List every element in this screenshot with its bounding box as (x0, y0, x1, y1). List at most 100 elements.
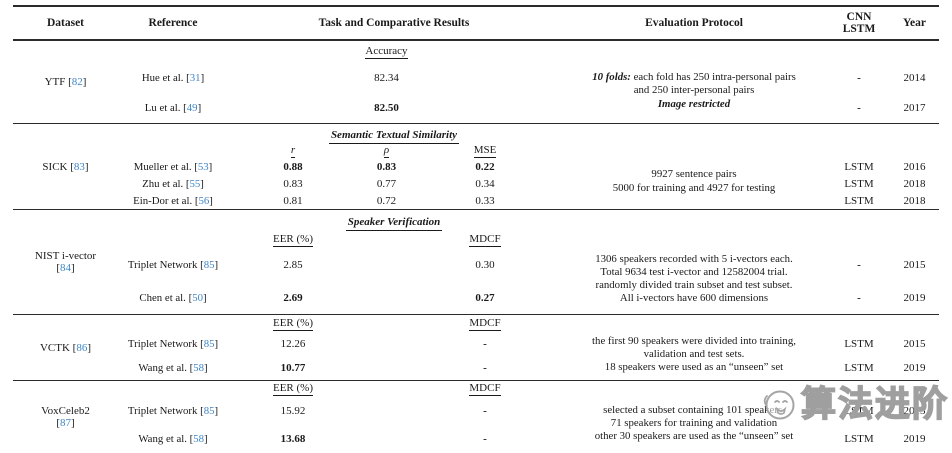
cnn-lstm-value: LSTM (844, 405, 874, 417)
reference-row: Hue et al. [31] (141, 72, 205, 84)
header-reference: Reference (148, 17, 198, 29)
year-column: 2016 2018 2018 (890, 124, 939, 209)
cnn-lstm-column: - - (828, 41, 890, 123)
section-vctk: VCTK [86] Triplet Network [85] Wang et a… (13, 314, 939, 380)
results-column: EER (%) MDCF 12.26 - 10.77 - (228, 315, 560, 380)
reference-citation-link[interactable]: 53 (197, 160, 209, 173)
reference-citation-link[interactable]: 85 (203, 338, 215, 350)
header-dataset: Dataset (46, 17, 85, 29)
year-value: 2015 (903, 405, 926, 417)
protocol-line: the first 90 speakers were divided into … (592, 334, 796, 347)
accuracy-value: 82.34 (374, 72, 399, 84)
mdcf-value: 0.30 (475, 258, 495, 271)
dataset-label-close: ] (82, 76, 87, 88)
protocol-line: Image restricted (657, 97, 731, 110)
section-nist: NIST i-vector [84] Triplet Network [85] … (13, 209, 939, 314)
reference-row: Zhu et al. [55] (142, 177, 204, 190)
dataset-citation-link[interactable]: 84 (60, 262, 71, 274)
protocol-line: and 250 inter-personal pairs (633, 84, 755, 97)
task-title: Speaker Verification (345, 216, 443, 231)
header-protocol: Evaluation Protocol (645, 17, 743, 29)
cnn-lstm-column: LSTM LSTM (828, 315, 890, 380)
metric-header-eer: EER (%) (272, 232, 313, 247)
reference-citation-link[interactable]: 56 (198, 194, 210, 207)
dataset-citation-link[interactable]: 87 (60, 417, 71, 429)
reference-citation-link[interactable]: 31 (189, 72, 201, 84)
protocol-line: 71 speakers for training and validation (610, 416, 778, 429)
reference-row: Lu et al. [49] (144, 102, 202, 114)
reference-citation-link[interactable]: 85 (203, 258, 215, 271)
rho-value: 0.72 (376, 194, 397, 207)
metric-subheaders: r ρ MSE (228, 144, 560, 158)
year-column: 2015 2019 (890, 315, 939, 380)
reference-citation-link[interactable]: 58 (193, 362, 205, 374)
metric-header-r: r (290, 144, 296, 158)
reference-citation-link[interactable]: 85 (203, 405, 215, 417)
dataset-citation-link[interactable]: 86 (76, 341, 88, 354)
dataset-label: SICK [ (42, 160, 74, 173)
cnn-lstm-value: LSTM (844, 433, 874, 445)
mse-value: 0.22 (475, 160, 495, 173)
reference-row: Triplet Network [85] (127, 338, 219, 350)
rho-value: 0.83 (376, 160, 397, 173)
reference-column: Mueller et al. [53] Zhu et al. [55] Ein-… (118, 124, 228, 209)
header-cnn-line2: LSTM (842, 23, 876, 35)
results-column: Semantic Textual Similarity r ρ MSE 0.88… (228, 124, 560, 209)
year-value: 2018 (903, 194, 926, 207)
section-voxceleb2: VoxCeleb2 [87] Triplet Network [85] Wang… (13, 380, 939, 453)
eer-value: 2.69 (283, 291, 303, 304)
dataset-cell-ytf: YTF [82] (13, 41, 118, 123)
year-column: 2014 2017 (890, 41, 939, 123)
table-header-row: Dataset Reference Task and Comparative R… (13, 7, 939, 40)
protocol-line: 1306 speakers recorded with 5 i-vectors … (595, 252, 793, 265)
mdcf-value: - (483, 405, 487, 417)
task-title: Semantic Textual Similarity (328, 129, 460, 144)
r-value: 0.81 (283, 194, 303, 207)
year-column: 2015 2019 (890, 210, 939, 314)
result-row: 2.69 0.27 (228, 281, 560, 314)
protocol-cell-nist: 1306 speakers recorded with 5 i-vectors … (560, 210, 828, 314)
cnn-lstm-column: LSTM LSTM LSTM (828, 124, 890, 209)
cnn-lstm-column: LSTM LSTM (828, 381, 890, 453)
dataset-label: VoxCeleb2 (41, 405, 90, 417)
protocol-line: validation and test sets. (643, 347, 745, 360)
reference-citation-link[interactable]: 55 (189, 177, 201, 190)
reference-column: Hue et al. [31] Lu et al. [49] (118, 41, 228, 123)
cnn-lstm-value: - (857, 102, 861, 114)
protocol-line: randomly divided train subset and test s… (595, 279, 793, 291)
results-column: Accuracy 82.34 82.50 (228, 41, 560, 123)
year-value: 2016 (903, 160, 926, 173)
metric-header-mdcf: MDCF (469, 316, 501, 331)
protocol-line: other 30 speakers are used as the “unsee… (594, 430, 794, 443)
reference-citation-link[interactable]: 50 (192, 291, 203, 304)
metric-header-accuracy: Accuracy (365, 45, 408, 59)
cnn-lstm-value: - (857, 291, 861, 304)
dataset-cell-vctk: VCTK [86] (39, 341, 92, 354)
dataset-citation-link[interactable]: 82 (71, 76, 83, 88)
reference-citation-link[interactable]: 49 (186, 102, 198, 114)
protocol-line: selected a subset containing 101 speaker… (603, 403, 785, 416)
result-row: 2.85 0.30 (228, 248, 560, 281)
header-cnn-lstm: CNN LSTM (828, 7, 890, 39)
section-sick: SICK [83] Mueller et al. [53] Zhu et al.… (13, 123, 939, 209)
dataset-citation-link[interactable]: 83 (73, 160, 85, 173)
results-column: Speaker Verification EER (%) MDCF 2.85 0… (228, 210, 560, 314)
metric-header-mdcf: MDCF (469, 232, 501, 247)
cnn-lstm-value: LSTM (844, 177, 874, 190)
mdcf-value: 0.27 (475, 291, 495, 304)
cnn-lstm-value: - (857, 258, 861, 271)
eer-value: 13.68 (280, 433, 306, 445)
dataset-cell-voxceleb2: VoxCeleb2 [87] (41, 405, 90, 429)
protocol-line: 10 folds: each fold has 250 intra-person… (592, 71, 796, 84)
result-row: 0.88 0.83 0.22 (228, 158, 560, 175)
year-column: 2015 2019 (890, 381, 939, 453)
protocol-cell-vctk: the first 90 speakers were divided into … (560, 315, 828, 380)
year-value: 2015 (903, 338, 926, 350)
eer-value: 10.77 (280, 362, 306, 374)
metric-subheaders: EER (%) MDCF (228, 315, 560, 332)
eer-value: 12.26 (280, 338, 306, 350)
result-row: 82.50 (228, 93, 560, 123)
reference-citation-link[interactable]: 58 (193, 433, 205, 445)
accuracy-value: 82.50 (374, 102, 399, 114)
